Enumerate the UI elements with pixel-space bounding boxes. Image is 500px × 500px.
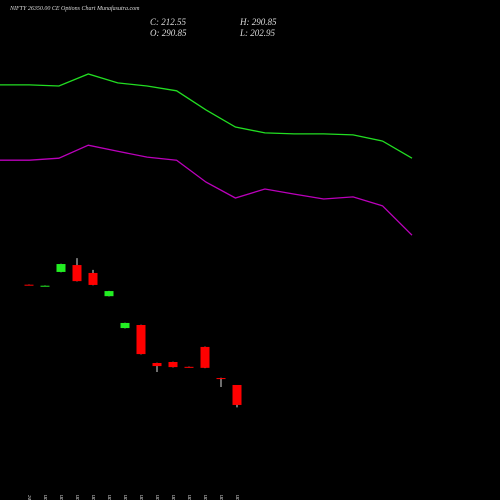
open-label: O: 290.85 bbox=[150, 28, 187, 38]
x-tick-label: 12 Jan bbox=[155, 495, 161, 500]
candle-body bbox=[152, 363, 162, 367]
candle-body bbox=[168, 361, 178, 368]
candle-body bbox=[72, 265, 82, 282]
x-tick-label: 02 Jan bbox=[59, 495, 65, 500]
candle-body bbox=[88, 272, 98, 285]
candle-body bbox=[184, 366, 194, 368]
x-tick-label: 13 Jan bbox=[171, 495, 177, 500]
chart-title: NIFTY 26350.00 CE Options Chart Munafasu… bbox=[9, 5, 140, 12]
x-tick-label: 05 Jan bbox=[75, 495, 81, 500]
high-label: H: 290.85 bbox=[239, 17, 277, 27]
candle-body bbox=[216, 378, 226, 380]
x-tick-label: 19 Jan bbox=[219, 495, 225, 500]
candle-body bbox=[120, 322, 130, 329]
x-tick-label: 16 Jan bbox=[203, 495, 209, 500]
candle-body bbox=[136, 325, 146, 355]
candle-body bbox=[40, 285, 50, 287]
candle-body bbox=[56, 264, 66, 272]
x-tick-label: 06 Jan bbox=[91, 495, 97, 500]
x-tick-label: 07 Jan bbox=[107, 495, 113, 500]
candle-body bbox=[24, 284, 34, 286]
x-tick-label: 01 Jan bbox=[43, 495, 49, 500]
candle-body bbox=[200, 346, 210, 368]
candle-body bbox=[104, 291, 114, 297]
close-label: C: 212.55 bbox=[150, 17, 187, 27]
candle-body bbox=[232, 384, 242, 405]
line-series bbox=[0, 73, 413, 159]
x-tick-label: 14 Jan bbox=[186, 495, 193, 500]
x-tick-label: 09 Jan bbox=[139, 495, 145, 500]
x-tick-label: 08 Jan bbox=[123, 495, 129, 500]
x-tick-label: 31 Dec bbox=[27, 495, 33, 500]
x-tick-label: 20 Jan bbox=[235, 495, 241, 500]
low-label: L: 202.95 bbox=[239, 28, 276, 38]
line-series bbox=[0, 144, 413, 236]
